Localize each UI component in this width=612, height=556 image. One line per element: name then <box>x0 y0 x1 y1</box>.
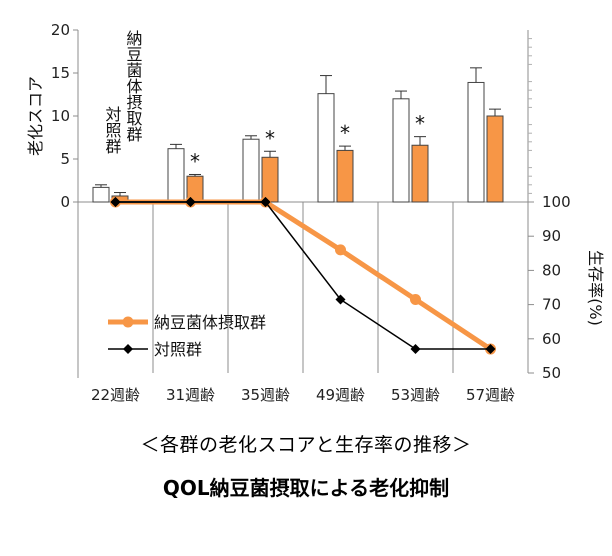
chart: 0 5 10 15 20 老化スコア 50 60 70 80 90 100 生存率(%) 22週齢 31週齢… <box>26 21 605 404</box>
x-tick-label: 22週齢 <box>91 386 140 404</box>
x-tick-label: 57週齢 <box>466 386 515 404</box>
line-point <box>410 344 421 355</box>
significance-mark: * <box>190 149 200 173</box>
chart-title: QOL納豆菌摂取による老化抑制 <box>162 476 450 500</box>
legend-bar-natto: 納豆菌体摂取群 <box>124 30 143 142</box>
line-point <box>110 197 121 207</box>
legend-line-natto-label: 納豆菌体摂取群 <box>154 313 266 332</box>
right-tick-label: 70 <box>542 296 561 314</box>
left-tick-label: 5 <box>60 150 70 168</box>
legend-line-control-label: 対照群 <box>154 340 202 359</box>
left-tick-label: 20 <box>51 21 70 39</box>
bar <box>467 81 485 203</box>
bar <box>242 138 260 203</box>
line-point <box>410 293 421 305</box>
line-point <box>185 197 196 207</box>
significance-mark: * <box>340 121 350 145</box>
chart-subtitle: ＜各群の老化スコアと生存率の推移＞ <box>140 434 472 456</box>
x-tick-label: 31週齢 <box>166 386 215 404</box>
line-point <box>485 344 496 355</box>
bar <box>411 144 429 203</box>
bar <box>392 98 410 203</box>
right-tick-label: 60 <box>542 330 561 348</box>
left-tick-label: 15 <box>51 64 70 82</box>
line-point <box>260 197 271 207</box>
bar <box>336 149 354 203</box>
bar <box>167 148 185 203</box>
line-point <box>335 294 346 305</box>
right-tick-label: 80 <box>542 261 561 279</box>
legend-line-control-marker <box>123 344 133 354</box>
significance-mark: * <box>415 112 425 136</box>
left-tick-label: 0 <box>60 193 70 211</box>
bar <box>486 115 504 203</box>
left-tick-label: 10 <box>51 107 70 125</box>
line-point <box>335 244 346 256</box>
x-tick-label: 35週齢 <box>241 386 290 404</box>
significance-mark: * <box>265 126 275 150</box>
right-tick-label: 100 <box>542 193 571 211</box>
legend-bar-control: 対照群 <box>103 106 122 154</box>
x-tick-label: 49週齢 <box>316 386 365 404</box>
bar <box>92 186 110 203</box>
right-tick-label: 90 <box>542 227 561 245</box>
legend-line-natto-marker <box>122 316 134 328</box>
x-tick-label: 53週齢 <box>391 386 440 404</box>
left-axis-title: 老化スコア <box>26 76 45 156</box>
bar <box>317 93 335 203</box>
right-axis-title: 生存率(%) <box>586 250 605 326</box>
bar <box>261 156 279 203</box>
right-tick-label: 50 <box>542 364 561 382</box>
